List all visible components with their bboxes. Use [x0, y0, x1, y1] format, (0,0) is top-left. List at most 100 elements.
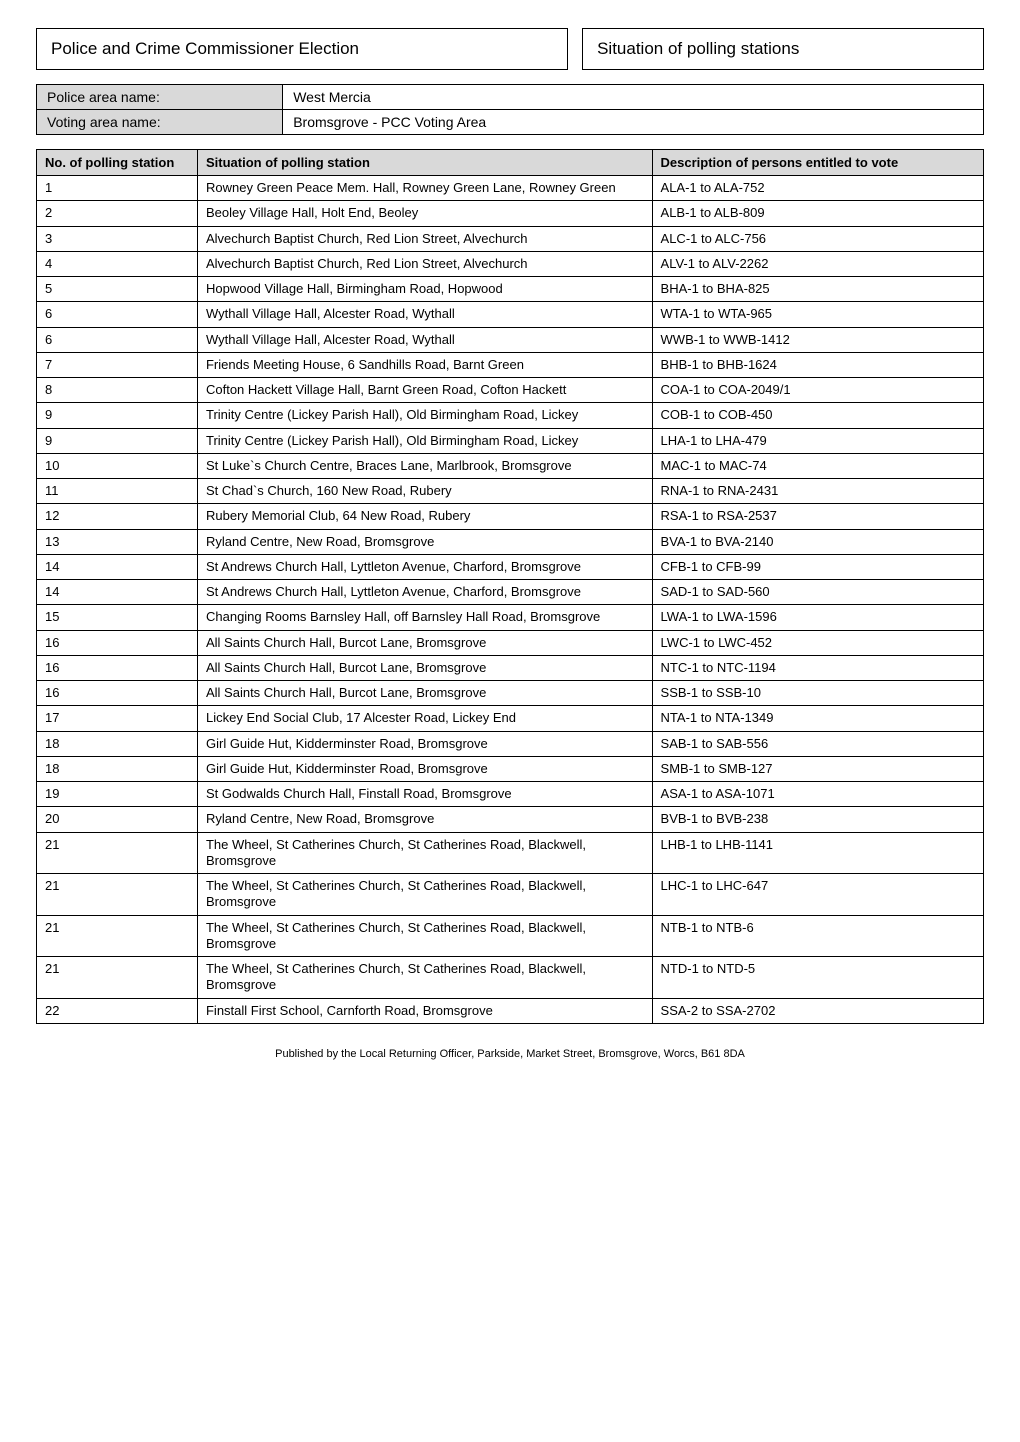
table-row: 16All Saints Church Hall, Burcot Lane, B…	[37, 630, 984, 655]
header-row: Police and Crime Commissioner Election S…	[36, 28, 984, 70]
table-cell: Alvechurch Baptist Church, Red Lion Stre…	[197, 251, 652, 276]
table-cell: Girl Guide Hut, Kidderminster Road, Brom…	[197, 756, 652, 781]
meta-value: Bromsgrove - PCC Voting Area	[283, 110, 984, 135]
table-cell: 21	[37, 874, 198, 916]
table-row: 21The Wheel, St Catherines Church, St Ca…	[37, 915, 984, 957]
table-cell: St Luke`s Church Centre, Braces Lane, Ma…	[197, 453, 652, 478]
table-cell: Ryland Centre, New Road, Bromsgrove	[197, 529, 652, 554]
table-row: 17Lickey End Social Club, 17 Alcester Ro…	[37, 706, 984, 731]
table-row: 9Trinity Centre (Lickey Parish Hall), Ol…	[37, 403, 984, 428]
table-cell: 2	[37, 201, 198, 226]
table-cell: Hopwood Village Hall, Birmingham Road, H…	[197, 277, 652, 302]
table-cell: 13	[37, 529, 198, 554]
table-cell: SAB-1 to SAB-556	[652, 731, 983, 756]
table-cell: The Wheel, St Catherines Church, St Cath…	[197, 832, 652, 874]
table-cell: 3	[37, 226, 198, 251]
table-cell: COB-1 to COB-450	[652, 403, 983, 428]
meta-table-body: Police area name:West MerciaVoting area …	[37, 85, 984, 135]
table-cell: Changing Rooms Barnsley Hall, off Barnsl…	[197, 605, 652, 630]
table-row: 12Rubery Memorial Club, 64 New Road, Rub…	[37, 504, 984, 529]
table-cell: Lickey End Social Club, 17 Alcester Road…	[197, 706, 652, 731]
main-table-head: No. of polling station Situation of poll…	[37, 150, 984, 176]
table-cell: SMB-1 to SMB-127	[652, 756, 983, 781]
table-cell: The Wheel, St Catherines Church, St Cath…	[197, 957, 652, 999]
table-cell: 7	[37, 352, 198, 377]
table-cell: 14	[37, 580, 198, 605]
table-cell: LHA-1 to LHA-479	[652, 428, 983, 453]
table-row: 14St Andrews Church Hall, Lyttleton Aven…	[37, 554, 984, 579]
meta-row: Police area name:West Mercia	[37, 85, 984, 110]
table-row: 9Trinity Centre (Lickey Parish Hall), Ol…	[37, 428, 984, 453]
table-cell: BVB-1 to BVB-238	[652, 807, 983, 832]
table-cell: 6	[37, 327, 198, 352]
table-cell: ALV-1 to ALV-2262	[652, 251, 983, 276]
table-cell: Rubery Memorial Club, 64 New Road, Ruber…	[197, 504, 652, 529]
table-cell: Trinity Centre (Lickey Parish Hall), Old…	[197, 428, 652, 453]
table-row: 2Beoley Village Hall, Holt End, BeoleyAL…	[37, 201, 984, 226]
table-cell: Beoley Village Hall, Holt End, Beoley	[197, 201, 652, 226]
table-cell: All Saints Church Hall, Burcot Lane, Bro…	[197, 681, 652, 706]
meta-row: Voting area name:Bromsgrove - PCC Voting…	[37, 110, 984, 135]
table-cell: NTC-1 to NTC-1194	[652, 655, 983, 680]
polling-stations-table: No. of polling station Situation of poll…	[36, 149, 984, 1024]
table-cell: 1	[37, 176, 198, 201]
table-row: 21The Wheel, St Catherines Church, St Ca…	[37, 874, 984, 916]
meta-value: West Mercia	[283, 85, 984, 110]
table-row: 3Alvechurch Baptist Church, Red Lion Str…	[37, 226, 984, 251]
table-cell: 4	[37, 251, 198, 276]
table-row: 20Ryland Centre, New Road, BromsgroveBVB…	[37, 807, 984, 832]
table-cell: All Saints Church Hall, Burcot Lane, Bro…	[197, 630, 652, 655]
meta-label: Police area name:	[37, 85, 283, 110]
table-cell: LHC-1 to LHC-647	[652, 874, 983, 916]
table-cell: ALC-1 to ALC-756	[652, 226, 983, 251]
table-cell: The Wheel, St Catherines Church, St Cath…	[197, 874, 652, 916]
table-row: 18Girl Guide Hut, Kidderminster Road, Br…	[37, 731, 984, 756]
table-cell: 12	[37, 504, 198, 529]
table-row: 21The Wheel, St Catherines Church, St Ca…	[37, 832, 984, 874]
table-cell: St Andrews Church Hall, Lyttleton Avenue…	[197, 554, 652, 579]
header-box-subtitle: Situation of polling stations	[582, 28, 984, 70]
table-cell: CFB-1 to CFB-99	[652, 554, 983, 579]
table-row: 10St Luke`s Church Centre, Braces Lane, …	[37, 453, 984, 478]
col-header-situation: Situation of polling station	[197, 150, 652, 176]
table-cell: 19	[37, 782, 198, 807]
table-cell: Finstall First School, Carnforth Road, B…	[197, 998, 652, 1023]
table-cell: WWB-1 to WWB-1412	[652, 327, 983, 352]
table-cell: BHA-1 to BHA-825	[652, 277, 983, 302]
table-cell: NTA-1 to NTA-1349	[652, 706, 983, 731]
col-header-persons: Description of persons entitled to vote	[652, 150, 983, 176]
table-cell: MAC-1 to MAC-74	[652, 453, 983, 478]
table-cell: 16	[37, 630, 198, 655]
table-cell: NTD-1 to NTD-5	[652, 957, 983, 999]
table-cell: Cofton Hackett Village Hall, Barnt Green…	[197, 378, 652, 403]
table-cell: St Chad`s Church, 160 New Road, Rubery	[197, 479, 652, 504]
table-row: 1Rowney Green Peace Mem. Hall, Rowney Gr…	[37, 176, 984, 201]
table-row: 6Wythall Village Hall, Alcester Road, Wy…	[37, 302, 984, 327]
table-row: 7Friends Meeting House, 6 Sandhills Road…	[37, 352, 984, 377]
table-cell: ALA-1 to ALA-752	[652, 176, 983, 201]
table-cell: 18	[37, 731, 198, 756]
table-cell: BVA-1 to BVA-2140	[652, 529, 983, 554]
table-cell: St Andrews Church Hall, Lyttleton Avenue…	[197, 580, 652, 605]
table-cell: Wythall Village Hall, Alcester Road, Wyt…	[197, 302, 652, 327]
table-cell: 21	[37, 957, 198, 999]
table-cell: Trinity Centre (Lickey Parish Hall), Old…	[197, 403, 652, 428]
table-cell: 9	[37, 403, 198, 428]
table-cell: ASA-1 to ASA-1071	[652, 782, 983, 807]
table-row: 5Hopwood Village Hall, Birmingham Road, …	[37, 277, 984, 302]
table-row: 4Alvechurch Baptist Church, Red Lion Str…	[37, 251, 984, 276]
table-cell: RNA-1 to RNA-2431	[652, 479, 983, 504]
table-cell: 8	[37, 378, 198, 403]
table-row: 11St Chad`s Church, 160 New Road, Rubery…	[37, 479, 984, 504]
table-row: 14St Andrews Church Hall, Lyttleton Aven…	[37, 580, 984, 605]
table-cell: Friends Meeting House, 6 Sandhills Road,…	[197, 352, 652, 377]
table-cell: SAD-1 to SAD-560	[652, 580, 983, 605]
table-cell: LWC-1 to LWC-452	[652, 630, 983, 655]
table-cell: Ryland Centre, New Road, Bromsgrove	[197, 807, 652, 832]
table-cell: 5	[37, 277, 198, 302]
table-cell: COA-1 to COA-2049/1	[652, 378, 983, 403]
table-cell: 11	[37, 479, 198, 504]
table-cell: Rowney Green Peace Mem. Hall, Rowney Gre…	[197, 176, 652, 201]
table-cell: 16	[37, 655, 198, 680]
table-row: 16All Saints Church Hall, Burcot Lane, B…	[37, 681, 984, 706]
